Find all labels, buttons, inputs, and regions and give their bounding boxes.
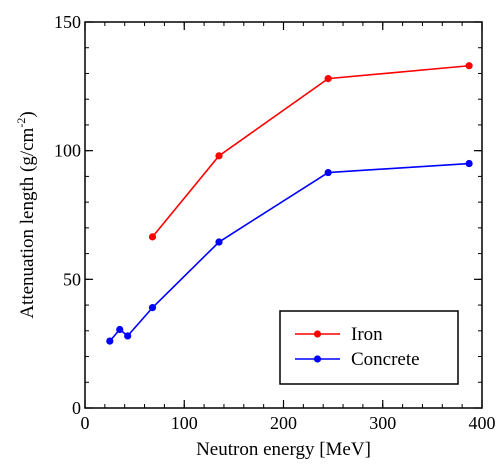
x-tick-label: 400 [469,413,496,433]
y-axis-title-sup: -2 [14,118,28,128]
concrete-data-point [116,325,124,334]
y-tick-label: 50 [63,269,81,289]
legend-concrete-marker [313,355,322,363]
concrete-data-point [106,337,114,345]
y-tick-label: 150 [54,12,81,32]
tick-labels: 0 100 200 300 400 0 50 100 150 [54,12,496,433]
y-axis-title-main: Attenuation length (g/cm [17,127,38,318]
y-axis-title-close: ) [17,111,38,117]
iron-series-line [151,64,470,238]
y-tick-label: 100 [54,141,81,161]
concrete-data-point [124,332,132,340]
concrete-data-point [465,159,473,168]
iron-data-point [324,75,332,83]
iron-data-point [215,152,223,160]
concrete-data-point [148,304,157,312]
legend-concrete-label: Concrete [351,349,420,370]
iron-data-point [148,233,157,241]
axis-ticks [84,21,483,409]
x-tick-label: 0 [81,413,90,433]
legend: Iron Concrete [279,310,459,385]
legend-box [279,310,459,385]
legend-iron-marker [313,330,322,338]
data-series [106,62,473,345]
x-tick-label: 200 [270,413,297,433]
concrete-data-point [215,238,223,246]
legend-iron-label: Iron [351,324,383,345]
x-tick-label: 100 [171,413,198,433]
concrete-data-point [324,168,332,177]
x-axis-title: Neutron energy [MeV] [196,439,371,460]
iron-data-point [465,62,473,70]
y-axis-title: Attenuation length (g/cm-2) [14,111,38,318]
y-tick-label: 0 [72,398,81,418]
x-tick-label: 300 [369,413,396,433]
